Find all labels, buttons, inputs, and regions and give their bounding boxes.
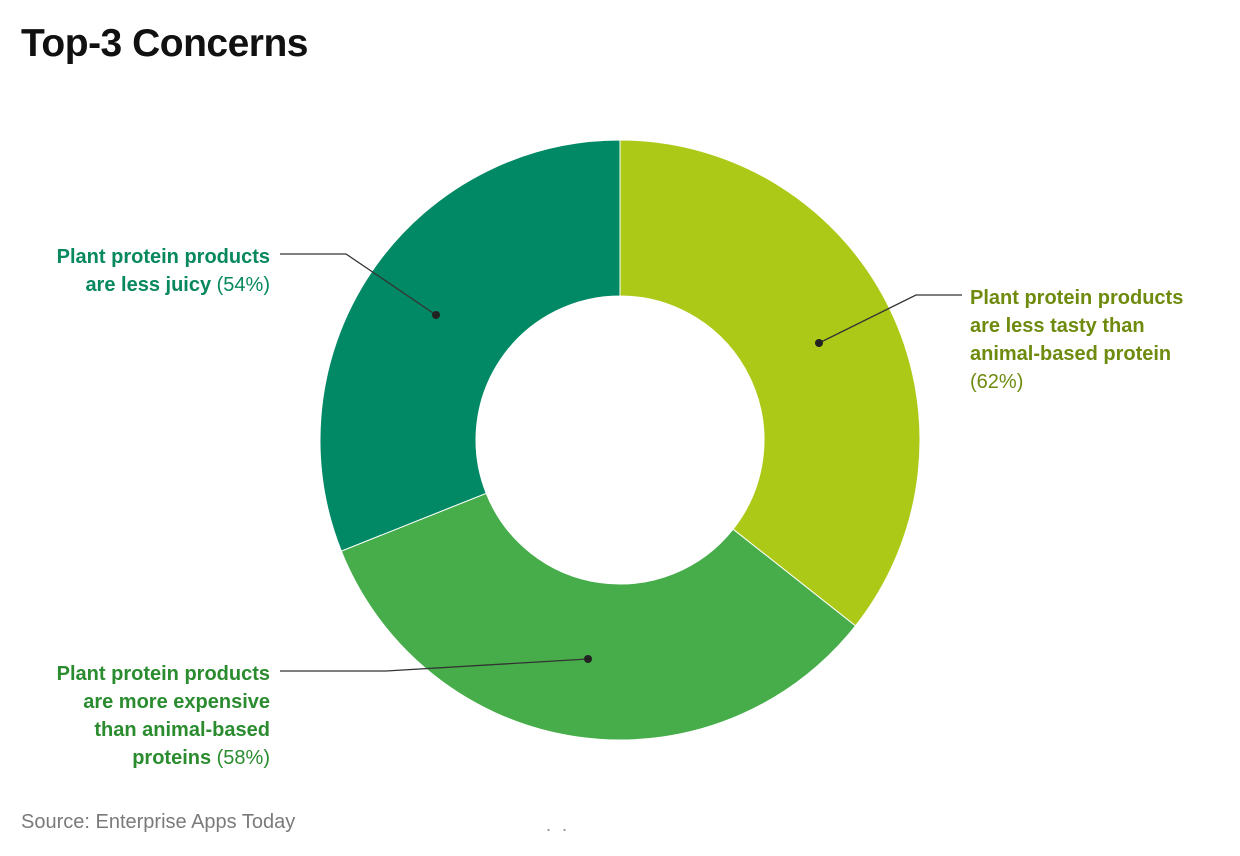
callout-more-expensive: Plant protein products are more expensive… (57, 655, 592, 769)
slice-more-expensive (340, 492, 857, 741)
slice-less-tasty (619, 139, 921, 627)
slice-label-less-tasty: Plant protein products are less tasty tha… (970, 287, 1183, 393)
slice-label-more-expensive: Plant protein products are more expensive… (57, 663, 270, 769)
callout-dot (584, 655, 592, 663)
slice-value-label: (54%) (211, 274, 270, 296)
callout-line (280, 658, 589, 672)
callout-dot (432, 311, 440, 319)
footer-mark: . . (546, 815, 571, 835)
slice-label-less-juicy: Plant protein products are less juicy (54… (57, 246, 270, 296)
source-note: Source: Enterprise Apps Today (21, 811, 296, 833)
callout-dot (815, 339, 823, 347)
callout-less-tasty: Plant protein products are less tasty tha… (815, 287, 1183, 393)
slice-value-label: (62%) (970, 371, 1023, 393)
chart-title: Top-3 Concerns (21, 22, 308, 65)
slice-less-juicy (319, 139, 621, 552)
callout-line (818, 294, 962, 344)
slice-value-label: (58%) (211, 747, 270, 769)
callout-less-juicy: Plant protein products are less juicy (54… (57, 246, 440, 319)
callout-line (280, 253, 437, 316)
